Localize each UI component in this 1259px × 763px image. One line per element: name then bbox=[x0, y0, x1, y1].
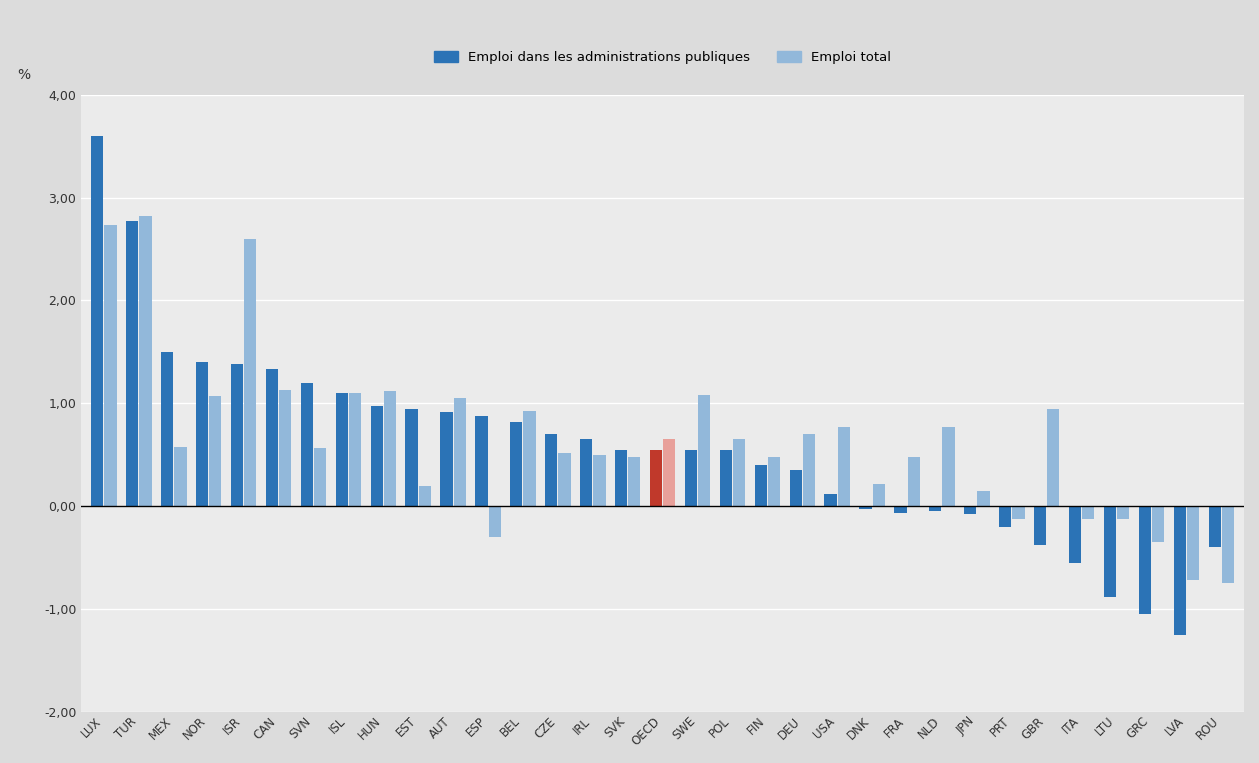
Bar bbox=[1034, 506, 1046, 546]
Bar bbox=[91, 136, 103, 506]
Bar bbox=[349, 393, 361, 506]
Bar bbox=[230, 364, 243, 506]
Bar bbox=[196, 362, 208, 506]
Bar bbox=[441, 411, 452, 506]
Bar bbox=[685, 449, 697, 506]
Bar bbox=[943, 427, 954, 506]
Bar bbox=[524, 410, 535, 506]
Bar bbox=[1000, 506, 1011, 526]
Bar bbox=[894, 506, 906, 513]
Bar bbox=[929, 506, 942, 511]
Bar bbox=[209, 396, 222, 506]
Bar bbox=[174, 446, 186, 506]
Bar bbox=[650, 449, 662, 506]
Bar bbox=[244, 239, 257, 506]
Bar bbox=[614, 449, 627, 506]
Bar bbox=[977, 491, 990, 506]
Bar bbox=[593, 455, 606, 506]
Bar bbox=[733, 439, 745, 506]
Bar bbox=[370, 407, 383, 506]
Bar bbox=[384, 391, 397, 506]
Bar bbox=[419, 486, 431, 506]
Bar bbox=[860, 506, 871, 510]
Bar bbox=[545, 434, 558, 506]
Bar bbox=[1104, 506, 1115, 597]
Bar bbox=[510, 422, 522, 506]
Bar bbox=[1173, 506, 1186, 635]
Bar bbox=[140, 216, 151, 506]
Bar bbox=[1047, 408, 1060, 506]
Bar bbox=[279, 390, 291, 506]
Bar bbox=[104, 225, 117, 506]
Bar bbox=[720, 449, 731, 506]
Bar bbox=[803, 434, 815, 506]
Bar bbox=[126, 221, 138, 506]
Bar bbox=[964, 506, 977, 514]
Bar bbox=[476, 416, 487, 506]
Bar bbox=[405, 408, 418, 506]
Bar bbox=[768, 457, 781, 506]
Bar bbox=[754, 465, 767, 506]
Bar bbox=[266, 369, 278, 506]
Bar bbox=[697, 395, 710, 506]
Bar bbox=[1083, 506, 1094, 519]
Bar bbox=[1117, 506, 1129, 519]
Bar bbox=[908, 457, 920, 506]
Bar bbox=[1138, 506, 1151, 614]
Bar bbox=[161, 352, 174, 506]
Bar bbox=[872, 484, 885, 506]
Bar bbox=[628, 457, 641, 506]
Bar bbox=[663, 439, 675, 506]
Bar bbox=[825, 494, 837, 506]
Bar bbox=[789, 470, 802, 506]
Bar bbox=[453, 398, 466, 506]
Bar bbox=[837, 427, 850, 506]
Legend: Emploi dans les administrations publiques, Emploi total: Emploi dans les administrations publique… bbox=[427, 43, 899, 72]
Bar bbox=[559, 452, 570, 506]
Bar bbox=[301, 383, 313, 506]
Bar bbox=[1187, 506, 1199, 581]
Bar bbox=[313, 448, 326, 506]
Bar bbox=[1152, 506, 1165, 542]
Bar bbox=[1012, 506, 1025, 519]
Bar bbox=[1209, 506, 1221, 547]
Bar bbox=[336, 393, 347, 506]
Text: %: % bbox=[18, 69, 30, 82]
Bar bbox=[1069, 506, 1081, 563]
Bar bbox=[580, 439, 592, 506]
Bar bbox=[488, 506, 501, 537]
Bar bbox=[1221, 506, 1234, 584]
